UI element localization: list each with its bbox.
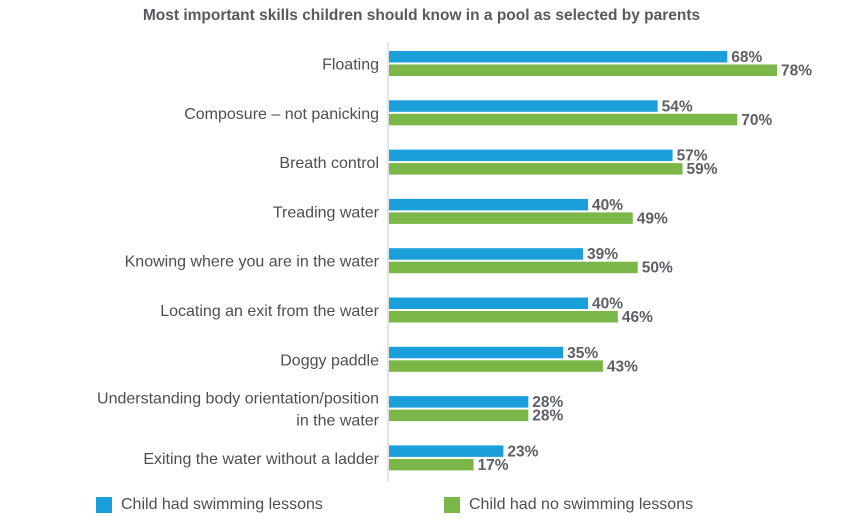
- value-label: 68%: [731, 49, 762, 66]
- value-label: 17%: [478, 457, 509, 474]
- value-label: 28%: [532, 408, 563, 425]
- bar-no-swimming-lessons: [389, 261, 638, 274]
- value-label: 43%: [607, 358, 638, 375]
- value-label: 57%: [677, 148, 708, 165]
- bar-no-swimming-lessons: [389, 360, 603, 372]
- value-label: 28%: [532, 394, 563, 411]
- bar-swimming-lessons: [389, 396, 529, 408]
- category-label: Knowing where you are in the water: [125, 254, 380, 271]
- value-labels: 68%78%54%70%57%59%40%49%39%50%40%46%35%4…: [478, 49, 813, 474]
- bar-no-swimming-lessons: [389, 113, 738, 126]
- category-label: Exiting the water without a ladder: [143, 451, 379, 468]
- bar-chart: Floating Composure – not panicking Breath …: [97, 42, 813, 482]
- category-label: Floating: [322, 57, 379, 74]
- category-label: Locating an exit from the water: [160, 303, 379, 320]
- legend-item-swimming-lessons: Child had swimming lessons: [96, 496, 323, 514]
- category-label: Treading water: [273, 204, 380, 221]
- legend-item-no-swimming-lessons: Child had no swimming lessons: [444, 496, 693, 514]
- value-label: 54%: [662, 98, 693, 115]
- bar-swimming-lessons: [389, 100, 658, 112]
- bar-swimming-lessons: [389, 346, 564, 359]
- legend-swatch-blue: [96, 497, 112, 513]
- value-label: 78%: [781, 63, 812, 80]
- bar-swimming-lessons: [389, 297, 588, 309]
- value-label: 40%: [592, 197, 623, 214]
- bar-no-swimming-lessons: [389, 212, 633, 224]
- bar-no-swimming-lessons: [389, 458, 474, 471]
- category-label: Doggy paddle: [280, 352, 379, 369]
- category-label: Understanding body orientation/position i…: [97, 391, 380, 430]
- bar-no-swimming-lessons: [389, 409, 529, 422]
- legend-swatch-green: [444, 497, 460, 513]
- value-label: 59%: [687, 161, 718, 178]
- bar-no-swimming-lessons: [389, 311, 618, 323]
- value-label: 40%: [592, 296, 623, 313]
- value-label: 39%: [587, 246, 618, 263]
- bar-swimming-lessons: [389, 198, 588, 211]
- legend: Child had swimming lessons Child had no …: [0, 496, 843, 524]
- bar-swimming-lessons: [389, 51, 728, 63]
- bars: [389, 51, 778, 471]
- value-label: 35%: [567, 345, 598, 362]
- chart-title: Most important skills children should kn…: [142, 7, 701, 24]
- category-label: Composure – not panicking: [184, 106, 379, 123]
- legend-label: Child had swimming lessons: [121, 496, 323, 513]
- value-label: 23%: [507, 443, 538, 460]
- bar-swimming-lessons: [389, 248, 584, 260]
- bar-no-swimming-lessons: [389, 163, 683, 175]
- bar-swimming-lessons: [389, 445, 504, 457]
- category-label: Breath control: [279, 155, 379, 172]
- bar-swimming-lessons: [389, 149, 673, 162]
- value-label: 50%: [642, 260, 673, 277]
- legend-label: Child had no swimming lessons: [469, 496, 694, 513]
- value-label: 49%: [637, 210, 668, 227]
- category-labels: Floating Composure – not panicking Breath …: [97, 57, 380, 468]
- value-label: 70%: [741, 112, 772, 129]
- value-label: 46%: [622, 309, 653, 326]
- bar-no-swimming-lessons: [389, 64, 778, 76]
